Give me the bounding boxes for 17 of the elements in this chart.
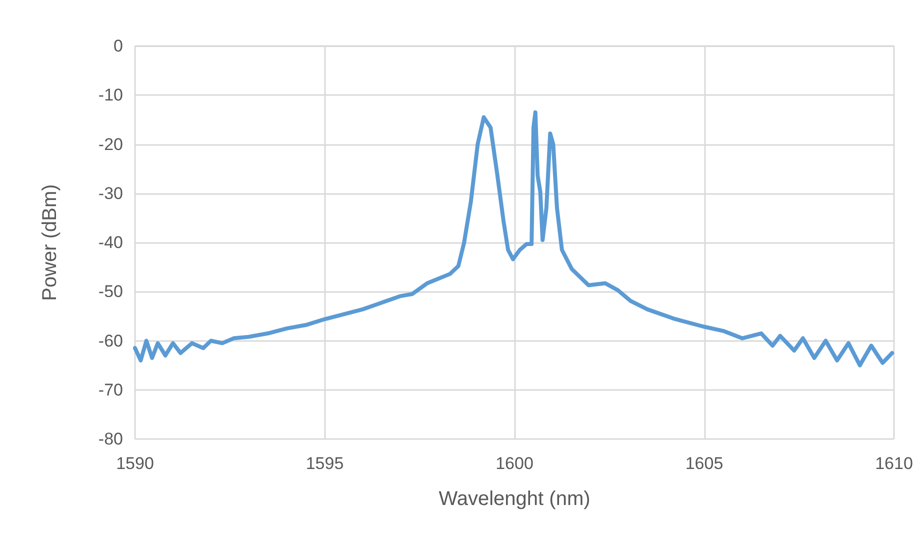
y-tick-label: -40 [98, 233, 123, 252]
y-tick-label: -10 [98, 86, 123, 105]
x-tick-label: 1600 [496, 454, 534, 473]
x-tick-label: 1595 [306, 454, 344, 473]
y-tick-label: -50 [98, 282, 123, 302]
y-tick-label: -70 [98, 380, 123, 400]
y-tick-label: -80 [98, 430, 123, 448]
y-tick-label: 0 [114, 36, 123, 56]
line-series [133, 110, 894, 368]
x-axis-title: Wavelenght (nm) [438, 488, 590, 510]
x-tick-label: 1605 [685, 454, 724, 473]
x-tick-label: 1610 [875, 454, 913, 473]
y-tick-label: -20 [98, 134, 123, 154]
y-tick-label: -30 [98, 184, 123, 203]
y-tick-label: -60 [98, 331, 123, 350]
x-tick-label: 1590 [116, 454, 154, 473]
y-axis-title: Power (dBm) [39, 184, 61, 301]
